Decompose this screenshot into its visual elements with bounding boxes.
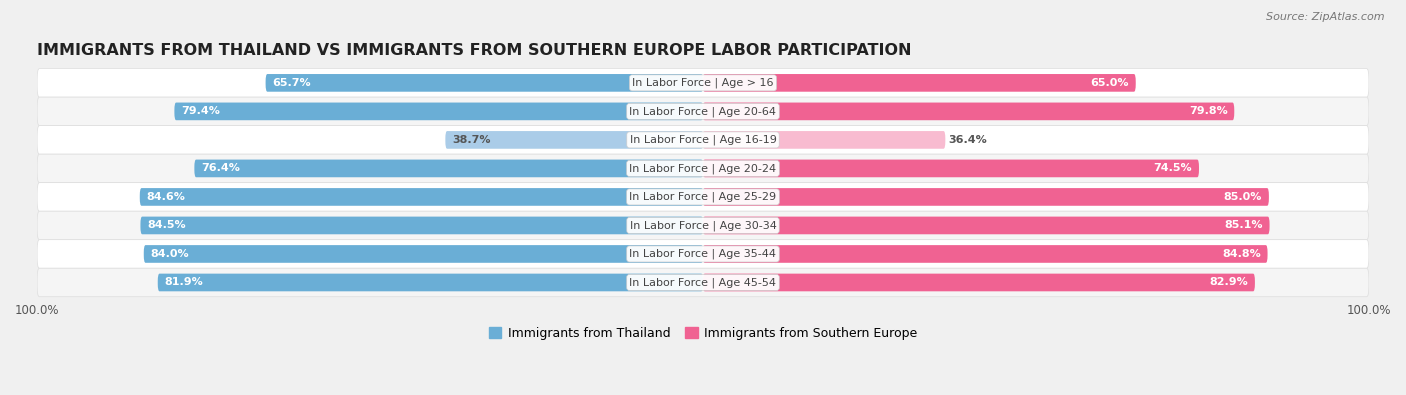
Text: 79.4%: 79.4% xyxy=(181,106,219,117)
FancyBboxPatch shape xyxy=(703,274,1256,292)
FancyBboxPatch shape xyxy=(174,103,703,120)
Text: 74.5%: 74.5% xyxy=(1154,164,1192,173)
FancyBboxPatch shape xyxy=(37,69,1369,97)
FancyBboxPatch shape xyxy=(703,131,945,149)
Text: 81.9%: 81.9% xyxy=(165,277,202,288)
Text: 84.6%: 84.6% xyxy=(146,192,186,202)
Text: 84.8%: 84.8% xyxy=(1222,249,1261,259)
Text: In Labor Force | Age 25-29: In Labor Force | Age 25-29 xyxy=(630,192,776,202)
Text: 38.7%: 38.7% xyxy=(451,135,491,145)
FancyBboxPatch shape xyxy=(37,182,1369,211)
FancyBboxPatch shape xyxy=(266,74,703,92)
FancyBboxPatch shape xyxy=(194,160,703,177)
Text: 36.4%: 36.4% xyxy=(949,135,987,145)
FancyBboxPatch shape xyxy=(37,154,1369,182)
Text: In Labor Force | Age 16-19: In Labor Force | Age 16-19 xyxy=(630,135,776,145)
Text: 84.0%: 84.0% xyxy=(150,249,188,259)
Text: 84.5%: 84.5% xyxy=(148,220,186,230)
Text: 82.9%: 82.9% xyxy=(1209,277,1249,288)
Text: 65.7%: 65.7% xyxy=(273,78,311,88)
FancyBboxPatch shape xyxy=(703,188,1268,206)
Text: In Labor Force | Age 35-44: In Labor Force | Age 35-44 xyxy=(630,249,776,259)
FancyBboxPatch shape xyxy=(37,126,1369,154)
FancyBboxPatch shape xyxy=(703,216,1270,234)
Text: 76.4%: 76.4% xyxy=(201,164,240,173)
FancyBboxPatch shape xyxy=(703,74,1136,92)
FancyBboxPatch shape xyxy=(139,188,703,206)
FancyBboxPatch shape xyxy=(143,245,703,263)
Text: In Labor Force | Age 45-54: In Labor Force | Age 45-54 xyxy=(630,277,776,288)
FancyBboxPatch shape xyxy=(446,131,703,149)
FancyBboxPatch shape xyxy=(157,274,703,292)
FancyBboxPatch shape xyxy=(141,216,703,234)
FancyBboxPatch shape xyxy=(37,211,1369,240)
Text: 79.8%: 79.8% xyxy=(1189,106,1227,117)
Text: Source: ZipAtlas.com: Source: ZipAtlas.com xyxy=(1267,12,1385,22)
Text: 65.0%: 65.0% xyxy=(1091,78,1129,88)
Text: In Labor Force | Age 30-34: In Labor Force | Age 30-34 xyxy=(630,220,776,231)
FancyBboxPatch shape xyxy=(703,245,1268,263)
Legend: Immigrants from Thailand, Immigrants from Southern Europe: Immigrants from Thailand, Immigrants fro… xyxy=(484,322,922,345)
Text: In Labor Force | Age > 16: In Labor Force | Age > 16 xyxy=(633,78,773,88)
FancyBboxPatch shape xyxy=(37,97,1369,126)
Text: IMMIGRANTS FROM THAILAND VS IMMIGRANTS FROM SOUTHERN EUROPE LABOR PARTICIPATION: IMMIGRANTS FROM THAILAND VS IMMIGRANTS F… xyxy=(37,43,911,58)
Text: 85.0%: 85.0% xyxy=(1223,192,1263,202)
FancyBboxPatch shape xyxy=(703,103,1234,120)
FancyBboxPatch shape xyxy=(703,160,1199,177)
FancyBboxPatch shape xyxy=(37,240,1369,268)
FancyBboxPatch shape xyxy=(37,268,1369,297)
Text: In Labor Force | Age 20-64: In Labor Force | Age 20-64 xyxy=(630,106,776,117)
Text: In Labor Force | Age 20-24: In Labor Force | Age 20-24 xyxy=(630,163,776,174)
Text: 85.1%: 85.1% xyxy=(1225,220,1263,230)
